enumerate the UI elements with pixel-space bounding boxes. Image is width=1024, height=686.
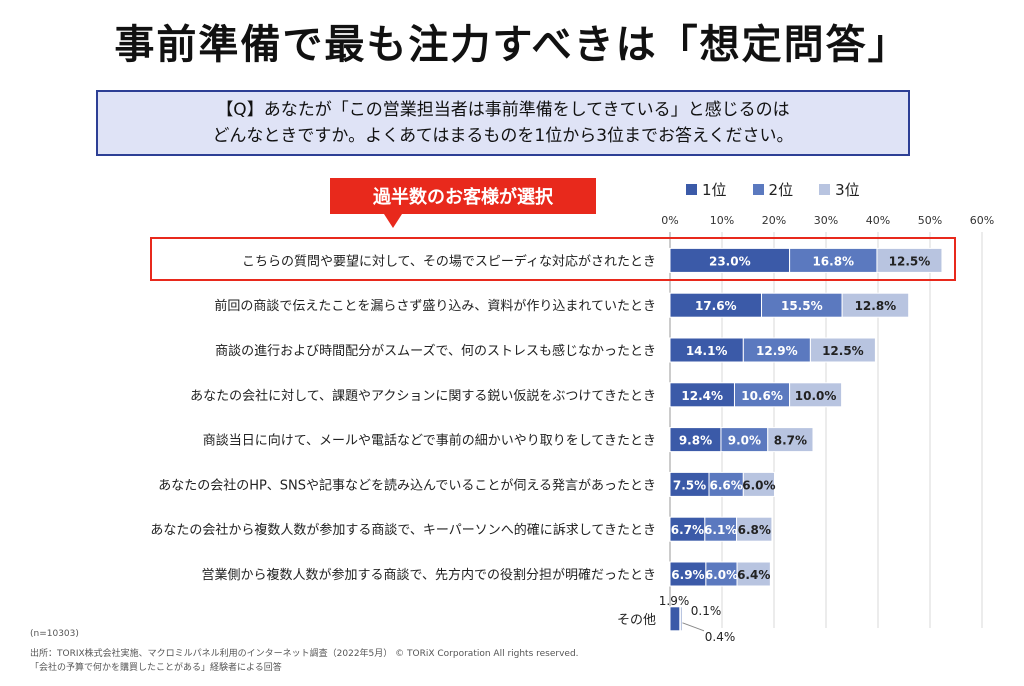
callout-leader: [682, 622, 705, 632]
question-box: 【Q】あなたが「この営業担当者は事前準備をしてきている」と感じるのは どんなとき…: [96, 90, 910, 156]
legend-label-rank1: 1位: [702, 181, 727, 199]
legend-item-rank3: 3位: [819, 179, 860, 200]
data-label: 12.8%: [855, 299, 897, 313]
x-tick-label: 20%: [762, 214, 786, 227]
data-label: 14.1%: [686, 344, 728, 358]
data-label: 12.5%: [889, 254, 931, 268]
data-label: 6.0%: [742, 478, 775, 492]
bar-segment: [761, 292, 843, 318]
highlight-frame: [150, 237, 956, 281]
bar-segment: [767, 427, 814, 453]
bar-segment: [841, 292, 910, 318]
legend-swatch-rank2: [752, 184, 764, 195]
bar-segment: [789, 382, 843, 408]
bar-segment: [669, 561, 707, 587]
bar-segment: [789, 247, 878, 273]
data-label: 12.9%: [756, 344, 798, 358]
bar-segment: [720, 427, 769, 453]
bar-segment: [742, 471, 776, 497]
bar-segment: [669, 471, 710, 497]
legend-swatch-rank3: [819, 184, 831, 195]
data-label: 6.4%: [737, 568, 770, 582]
badge-pointer: [384, 214, 402, 228]
category-label: こちらの質問や要望に対して、その場でスピーディな対応がされたとき: [242, 253, 656, 269]
data-label: 9.0%: [728, 434, 761, 448]
bar-segment: [669, 606, 681, 632]
data-label: 0.1%: [691, 604, 722, 618]
chart-legend: 1位 2位 3位: [686, 179, 860, 200]
data-label: 17.6%: [695, 299, 737, 313]
bar-segment: [679, 606, 683, 632]
category-label: 前回の商談で伝えたことを漏らさず盛り込み、資料が作り込まれていたとき: [214, 298, 656, 314]
data-label: 6.9%: [671, 568, 704, 582]
page-title: 事前準備で最も注力すべきは「想定問答」: [114, 22, 910, 68]
legend-swatch-rank1: [686, 184, 697, 195]
legend-label-rank3: 3位: [835, 181, 860, 199]
x-tick-label: 60%: [970, 214, 994, 227]
category-label: 営業側から複数人数が参加する商談で、先方内での役割分担が明確だったとき: [202, 567, 656, 583]
bar-segment: [669, 292, 763, 318]
data-label: 10.0%: [795, 389, 837, 403]
data-label: 7.5%: [673, 478, 706, 492]
bar-segment: [669, 382, 735, 408]
bar-segment: [705, 561, 738, 587]
x-tick-label: 0%: [661, 214, 678, 227]
x-tick-label: 40%: [866, 214, 890, 227]
x-tick-label: 30%: [814, 214, 838, 227]
data-label: 1.9%: [659, 594, 690, 608]
majority-badge: 過半数のお客様が選択: [330, 178, 596, 214]
data-label: 10.6%: [741, 389, 783, 403]
data-label: 6.1%: [704, 523, 737, 537]
bar-segment: [733, 382, 791, 408]
data-label: 12.5%: [822, 344, 864, 358]
bar-segment: [809, 337, 876, 363]
category-label: 商談当日に向けて、メールや電話などで事前の細かいやり取りをしてきたとき: [203, 433, 656, 449]
category-label: その他: [617, 613, 656, 628]
data-label: 6.8%: [738, 523, 771, 537]
legend-label-rank2: 2位: [768, 181, 794, 199]
bar-segment: [736, 561, 771, 587]
question-line-1: 【Q】あなたが「この営業担当者は事前準備をしてきている」と感じるのは: [216, 100, 790, 120]
bar-segment: [669, 427, 722, 453]
footer-note: 「会社の予算で何かを購買したことがある」経験者による回答: [30, 663, 282, 673]
bar-segment: [669, 337, 744, 363]
data-label: 9.8%: [679, 434, 712, 448]
x-tick-label: 10%: [710, 214, 734, 227]
question-line-2: どんなときですか。よくあてはまるものを1位から3位までお答えください。: [212, 126, 794, 146]
bar-segment: [669, 247, 791, 273]
bar-segment: [742, 337, 811, 363]
data-label: 8.7%: [774, 434, 807, 448]
data-label: 15.5%: [781, 299, 823, 313]
footer-copyright: © TORiX Corporation All rights reserved.: [395, 649, 579, 659]
category-label: あなたの会社から複数人数が参加する商談で、キーパーソンへ的確に訴求してきたとき: [150, 522, 656, 538]
bar-segment: [736, 516, 773, 542]
category-label: 商談の進行および時間配分がスムーズで、何のストレスも感じなかったとき: [215, 343, 656, 359]
legend-item-rank1: 1位: [686, 179, 727, 200]
data-label: 6.7%: [671, 523, 704, 537]
category-label: あなたの会社に対して、課題やアクションに関する鋭い仮説をぶつけてきたとき: [190, 388, 656, 404]
category-label: あなたの会社のHP、SNSや記事などを読み込んでいることが伺える発言があったとき: [158, 477, 656, 493]
bar-segment: [876, 247, 943, 273]
data-label: 6.6%: [710, 478, 743, 492]
legend-item-rank2: 2位: [752, 179, 794, 200]
footer-source-line: 出所：TORIX株式会社実施、マクロミルパネル利用のインターネット調査（2022…: [30, 646, 579, 659]
data-label: 0.4%: [705, 630, 736, 644]
footer-source: 出所：TORIX株式会社実施、マクロミルパネル利用のインターネット調査（2022…: [30, 649, 393, 659]
bar-segment: [708, 471, 744, 497]
data-label: 6.0%: [705, 568, 738, 582]
data-label: 16.8%: [812, 254, 854, 268]
footer-sample-size: (n=10303): [30, 629, 79, 639]
data-label: 23.0%: [709, 254, 751, 268]
x-tick-label: 50%: [918, 214, 942, 227]
data-label: 12.4%: [681, 389, 723, 403]
